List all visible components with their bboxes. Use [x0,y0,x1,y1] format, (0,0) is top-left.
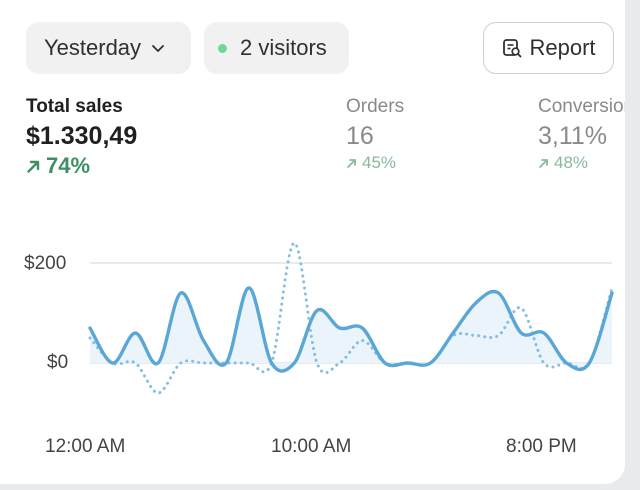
y-axis-tick-label: $0 [47,352,69,373]
y-axis-tick-label: $200 [24,253,67,274]
report-label: Report [529,35,596,60]
metric-conversion[interactable]: Conversion 3,11% 48% [538,96,625,173]
metric-total-sales[interactable]: Total sales $1.330,49 74% [26,96,137,179]
arrow-up-right-icon [26,159,41,174]
metric-change-value: 45% [362,153,397,172]
visitors-label: 2 visitors [240,35,327,60]
metric-label: Orders [346,96,405,117]
sales-overview-card: Yesterday 2 visitors Report Total sales … [0,0,625,484]
date-range-label: Yesterday [44,35,142,60]
metric-label: Total sales [26,96,123,117]
x-axis-tick-label: 8:00 PM [506,436,577,457]
report-search-icon [501,37,523,59]
date-range-dropdown[interactable]: Yesterday [26,22,191,74]
sales-series-line [88,286,614,373]
chevron-down-icon [151,41,165,55]
green-dot-icon [218,43,227,53]
metric-label: Conversion [538,96,625,117]
metric-change-value: 74% [46,153,91,178]
metric-change: 48% [538,153,625,173]
metric-change: 74% [26,153,137,179]
metric-value: 3,11% [538,122,608,150]
series-area-fill [90,288,612,372]
metric-value: $1.330,49 [26,122,138,150]
comparison-series-line [88,241,614,395]
arrow-up-right-icon [538,158,549,169]
report-button[interactable]: Report [483,22,614,74]
sales-line-chart [88,241,614,395]
x-axis-tick-label: 12:00 AM [45,436,126,457]
metric-change-value: 48% [554,153,589,172]
arrow-up-right-icon [346,158,357,169]
metric-orders[interactable]: Orders 16 45% [346,96,404,173]
x-axis-tick-label: 10:00 AM [271,436,352,457]
live-visitors-badge[interactable]: 2 visitors [204,22,349,74]
metric-change: 45% [346,153,404,173]
metric-value: 16 [346,122,374,150]
